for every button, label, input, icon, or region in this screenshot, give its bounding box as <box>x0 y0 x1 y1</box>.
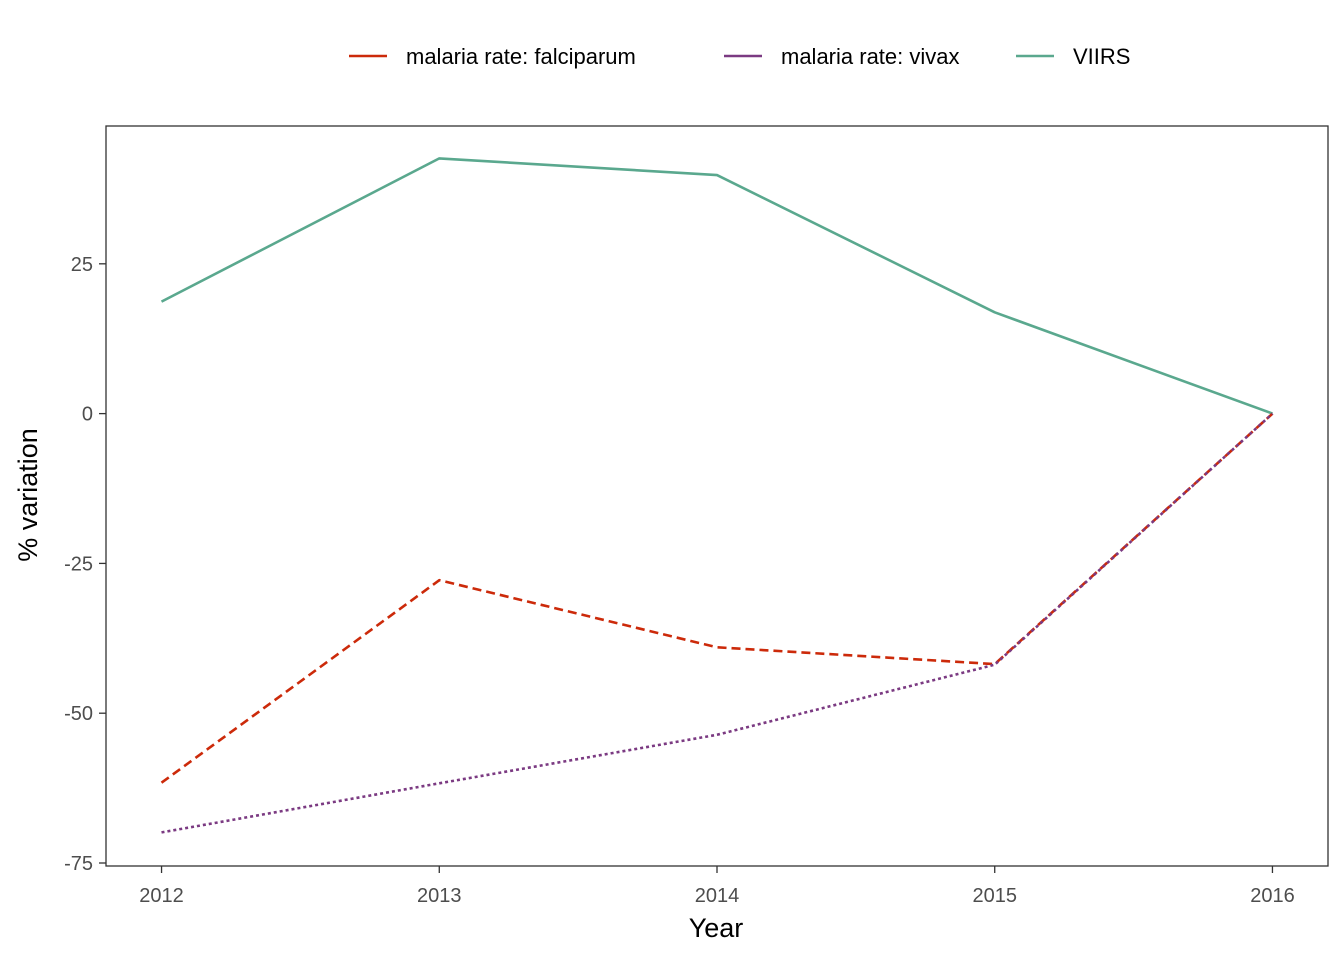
x-tick-label: 2014 <box>695 885 740 907</box>
legend-label: VIIRS <box>1073 44 1130 69</box>
x-axis: 2012 2013 2014 2015 2016 <box>139 866 1295 907</box>
y-axis-title: % variation <box>13 428 43 562</box>
y-tick-label: -25 <box>64 553 93 575</box>
legend-label: malaria rate: falciparum <box>406 44 636 69</box>
x-axis-title: Year <box>689 913 744 943</box>
y-axis: 25 0 -25 -50 -75 <box>64 254 106 875</box>
x-tick-label: 2013 <box>417 885 462 907</box>
series-layer <box>160 157 1274 834</box>
x-tick-label: 2016 <box>1250 885 1295 907</box>
series-line-viirs <box>160 157 1273 415</box>
y-tick-label: -75 <box>64 853 93 875</box>
series-line-malaria-rate-vivax <box>161 412 1274 834</box>
series-line-malaria-rate-falciparum <box>160 412 1274 784</box>
legend-label: malaria rate: vivax <box>781 44 960 69</box>
legend: malaria rate: falciparum malaria rate: vi… <box>349 44 1130 69</box>
x-tick-label: 2012 <box>139 885 184 907</box>
y-tick-label: 0 <box>82 404 93 426</box>
x-tick-label: 2015 <box>972 885 1017 907</box>
y-tick-label: 25 <box>71 254 93 276</box>
y-tick-label: -50 <box>64 703 93 725</box>
